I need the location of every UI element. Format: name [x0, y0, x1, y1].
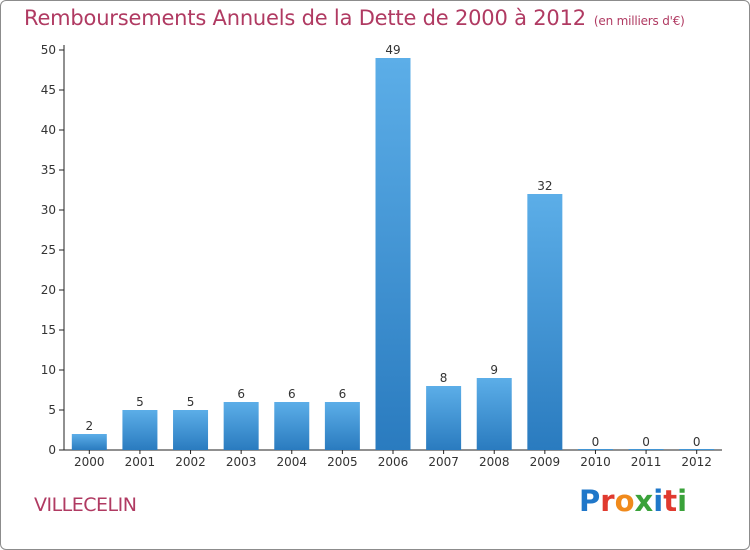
bar-2004 [274, 402, 310, 450]
value-labels: 2 5 5 6 6 6 49 8 9 32 0 0 0 [85, 43, 700, 449]
value-label: 6 [288, 387, 296, 401]
value-label: 32 [537, 179, 552, 193]
x-tick-label: 2009 [530, 455, 561, 469]
chart-title: Remboursements Annuels de la Dette de 20… [24, 6, 685, 30]
value-label: 6 [339, 387, 347, 401]
logo-letter: t [663, 484, 678, 518]
bars [71, 58, 715, 450]
bar-2011 [628, 449, 664, 450]
y-tick-label: 50 [41, 43, 56, 57]
value-label: 8 [440, 371, 448, 385]
y-tick-label: 35 [41, 163, 56, 177]
y-tick-label: 45 [41, 83, 56, 97]
bar-2012 [679, 449, 715, 450]
x-tick-label: 2005 [327, 455, 358, 469]
value-label: 0 [693, 435, 701, 449]
y-tick-label: 0 [48, 443, 56, 457]
value-label: 5 [136, 395, 144, 409]
chart-subtitle: (en milliers d'€) [593, 14, 685, 28]
y-tick-label: 15 [41, 323, 56, 337]
x-tick-label: 2004 [276, 455, 307, 469]
title-text: Remboursements Annuels de la Dette de 20… [24, 6, 586, 30]
bar-2010 [577, 449, 613, 450]
x-tick-label: 2001 [125, 455, 156, 469]
proxiti-logo: Proxiti [579, 484, 687, 518]
x-tick-label: 2006 [378, 455, 409, 469]
bar-2008 [476, 378, 512, 450]
logo-letter: i [677, 484, 688, 518]
logo-letter: o [614, 484, 635, 518]
value-label: 5 [187, 395, 195, 409]
x-tick-label: 2007 [428, 455, 459, 469]
bar-2005 [324, 402, 360, 450]
x-tick-label: 2002 [175, 455, 206, 469]
bar-2003 [223, 402, 259, 450]
bar-2009 [527, 194, 563, 450]
place-name: VILLECELIN [34, 494, 137, 516]
y-tick-label: 30 [41, 203, 56, 217]
y-tick-label: 25 [41, 243, 56, 257]
value-label: 2 [85, 419, 93, 433]
y-tick-label: 20 [41, 283, 56, 297]
x-tick-label: 2011 [631, 455, 662, 469]
value-label: 49 [385, 43, 400, 57]
bar-2001 [122, 410, 158, 450]
y-tick-label: 5 [48, 403, 56, 417]
bar-2000 [71, 434, 107, 450]
value-label: 6 [237, 387, 245, 401]
y-tick-label: 10 [41, 363, 56, 377]
value-label: 0 [642, 435, 650, 449]
logo-letter: P [579, 484, 601, 518]
x-tick-label: 2010 [580, 455, 611, 469]
logo-letter: x [634, 484, 654, 518]
x-tick-label: 2008 [479, 455, 510, 469]
y-tick-label: 40 [41, 123, 56, 137]
bar-2006 [375, 58, 411, 450]
logo-letter: i [653, 484, 664, 518]
x-tick-label: 2012 [681, 455, 712, 469]
logo-letter: r [600, 484, 615, 518]
bar-2007 [426, 386, 462, 450]
value-label: 0 [592, 435, 600, 449]
value-label: 9 [490, 363, 498, 377]
bar-2002 [173, 410, 209, 450]
x-tick-label: 2003 [226, 455, 257, 469]
x-tick-label: 2000 [74, 455, 105, 469]
